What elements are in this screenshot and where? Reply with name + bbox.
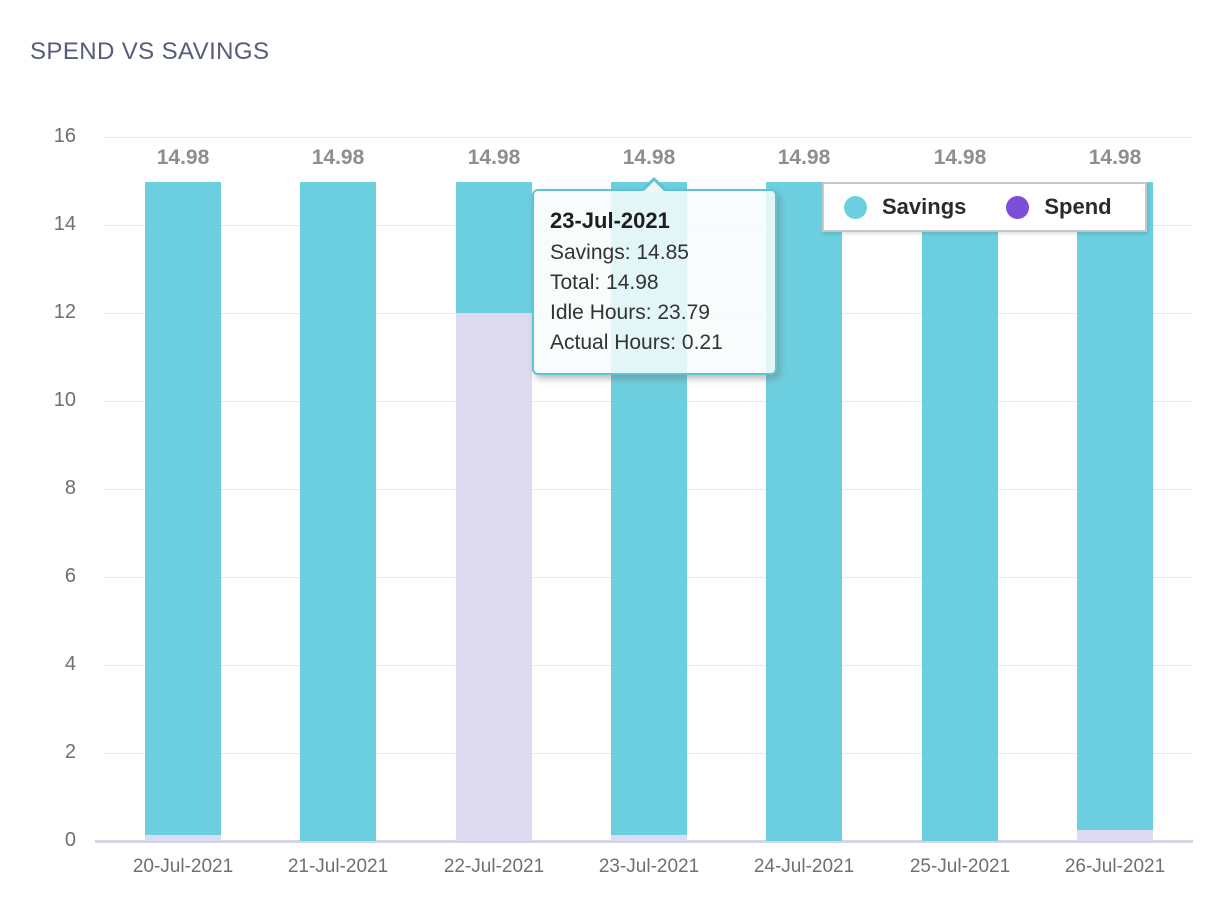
legend-label-savings: Savings bbox=[882, 194, 967, 219]
tooltip-row-idle-hours: Idle Hours: 23.79 bbox=[550, 301, 710, 324]
bar-value-label: 14.98 bbox=[933, 146, 987, 169]
bar-value-label: 14.98 bbox=[622, 146, 676, 169]
y-axis-tick-label: 6 bbox=[64, 565, 76, 587]
y-axis-tick-label: 0 bbox=[64, 829, 76, 851]
y-axis-tick-label: 12 bbox=[53, 301, 76, 323]
bar-spend-segment[interactable] bbox=[1077, 830, 1153, 841]
y-axis-tick-label: 2 bbox=[64, 741, 76, 763]
tooltip: 23-Jul-2021 Savings: 14.85 Total: 14.98 … bbox=[532, 177, 777, 375]
bar-savings-segment[interactable] bbox=[922, 182, 998, 841]
x-axis-tick-label: 20-Jul-2021 bbox=[132, 856, 234, 877]
y-axis-tick-label: 10 bbox=[53, 389, 76, 411]
tooltip-title: 23-Jul-2021 bbox=[550, 208, 670, 233]
bar-savings-segment[interactable] bbox=[300, 182, 376, 841]
bar-value-label: 14.98 bbox=[777, 146, 831, 169]
spend-legend-dot-icon bbox=[1006, 195, 1030, 219]
bar-spend-segment[interactable] bbox=[145, 835, 221, 841]
y-axis-tick-label: 16 bbox=[53, 125, 76, 147]
x-axis-tick-label: 23-Jul-2021 bbox=[598, 856, 700, 877]
bar-value-label: 14.98 bbox=[311, 146, 365, 169]
gridline bbox=[105, 137, 1193, 138]
bar-spend-segment[interactable] bbox=[611, 835, 687, 841]
x-axis-tick-label: 21-Jul-2021 bbox=[287, 856, 389, 877]
bar-value-label: 14.98 bbox=[1088, 146, 1142, 169]
x-axis-tick-label: 25-Jul-2021 bbox=[909, 856, 1011, 877]
y-axis-tick-label: 8 bbox=[64, 477, 76, 499]
bar-spend-segment[interactable] bbox=[456, 313, 532, 841]
x-axis-tick-label: 24-Jul-2021 bbox=[753, 856, 855, 877]
tooltip-row-savings: Savings: 14.85 bbox=[550, 241, 689, 264]
bar-value-label: 14.98 bbox=[467, 146, 521, 169]
tooltip-arrow-fill bbox=[642, 181, 666, 193]
legend-label-spend: Spend bbox=[1044, 194, 1112, 219]
tooltip-row-actual-hours: Actual Hours: 0.21 bbox=[550, 331, 723, 354]
chart-title: SPEND VS SAVINGS bbox=[30, 38, 270, 65]
bar-savings-segment[interactable] bbox=[1077, 182, 1153, 830]
bar-savings-segment[interactable] bbox=[456, 182, 532, 313]
legend: Savings Spend bbox=[822, 182, 1147, 232]
legend-item-savings[interactable]: Savings bbox=[844, 194, 966, 220]
y-axis-tick-label: 4 bbox=[64, 653, 76, 675]
tooltip-row-total: Total: 14.98 bbox=[550, 271, 659, 294]
savings-legend-dot-icon bbox=[844, 195, 867, 219]
y-axis-tick-label: 14 bbox=[53, 213, 76, 235]
x-axis-tick-label: 26-Jul-2021 bbox=[1064, 856, 1166, 877]
bar-value-label: 14.98 bbox=[156, 146, 210, 169]
x-axis-line bbox=[95, 840, 1193, 843]
x-axis-tick-label: 22-Jul-2021 bbox=[443, 856, 545, 877]
legend-item-spend[interactable]: Spend bbox=[1006, 194, 1112, 220]
bar-savings-segment[interactable] bbox=[766, 182, 842, 841]
bar-savings-segment[interactable] bbox=[145, 182, 221, 835]
